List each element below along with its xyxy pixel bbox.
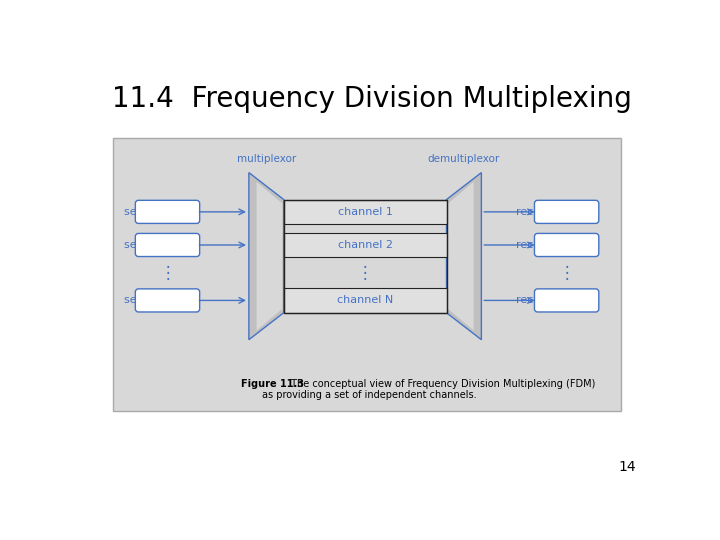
- Text: N: N: [566, 295, 575, 306]
- Bar: [284, 200, 446, 224]
- Text: receiver: receiver: [516, 240, 565, 250]
- Text: receiver: receiver: [516, 207, 565, 217]
- Text: channel 1: channel 1: [338, 207, 392, 217]
- Polygon shape: [448, 182, 474, 330]
- Polygon shape: [249, 173, 284, 340]
- FancyBboxPatch shape: [534, 233, 599, 256]
- Text: sender: sender: [124, 295, 166, 306]
- Text: 11.4  Frequency Division Multiplexing: 11.4 Frequency Division Multiplexing: [112, 85, 631, 113]
- Text: channel 2: channel 2: [338, 240, 392, 250]
- Text: sender: sender: [124, 240, 166, 250]
- FancyBboxPatch shape: [135, 200, 199, 224]
- Text: 1: 1: [167, 207, 174, 217]
- Text: multiplexor: multiplexor: [237, 154, 296, 164]
- Polygon shape: [256, 182, 282, 330]
- FancyBboxPatch shape: [135, 233, 199, 256]
- Text: sender: sender: [124, 207, 166, 217]
- Text: 14: 14: [618, 460, 636, 474]
- Text: as providing a set of independent channels.: as providing a set of independent channe…: [261, 390, 477, 400]
- FancyBboxPatch shape: [135, 289, 199, 312]
- Bar: [284, 288, 446, 313]
- Text: demultiplexor: demultiplexor: [428, 154, 500, 164]
- Text: ⋮: ⋮: [159, 264, 176, 282]
- Text: 2: 2: [566, 240, 574, 250]
- FancyBboxPatch shape: [534, 289, 599, 312]
- FancyBboxPatch shape: [113, 138, 621, 411]
- Text: ⋮: ⋮: [357, 264, 374, 282]
- Text: ⋮: ⋮: [558, 264, 575, 282]
- Text: receiver: receiver: [516, 295, 565, 306]
- Text: Figure 11.3: Figure 11.3: [241, 379, 304, 389]
- Polygon shape: [446, 173, 482, 340]
- FancyBboxPatch shape: [534, 200, 599, 224]
- Text: N: N: [167, 295, 176, 306]
- Bar: [284, 233, 446, 257]
- Text: 2: 2: [167, 240, 174, 250]
- Text: channel N: channel N: [337, 295, 393, 306]
- Text: The conceptual view of Frequency Division Multiplexing (FDM): The conceptual view of Frequency Divisio…: [287, 379, 595, 389]
- Bar: [284, 200, 446, 313]
- Text: 1: 1: [566, 207, 574, 217]
